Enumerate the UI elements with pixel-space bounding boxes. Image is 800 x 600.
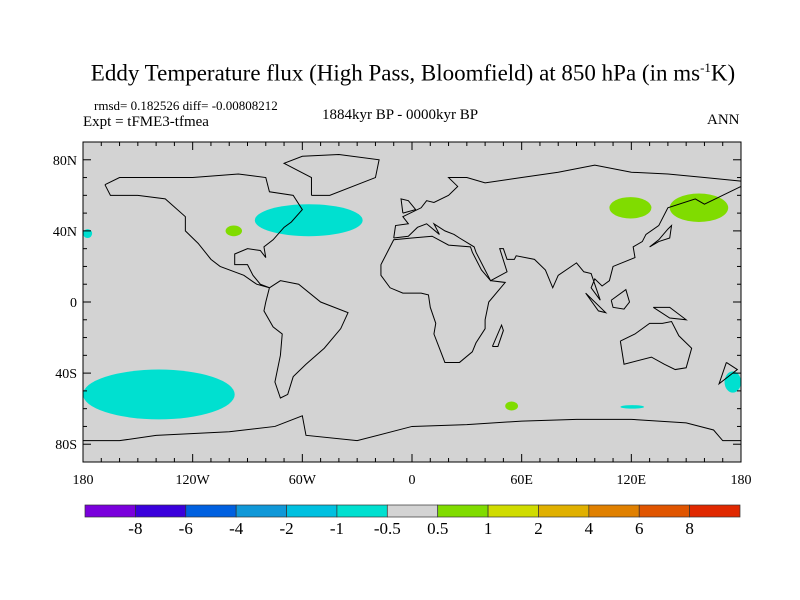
colorbar-label: 8 bbox=[685, 519, 694, 538]
colorbar-label: 0.5 bbox=[427, 519, 448, 538]
coastline bbox=[585, 292, 608, 314]
colorbar: -8 -6 -4 -2 -1 -0.5 0.5 1 2 4 6 8 bbox=[84, 504, 741, 538]
coastline bbox=[649, 224, 673, 248]
coastline bbox=[610, 288, 631, 310]
title-text: Eddy Temperature flux (High Pass, Bloomf… bbox=[90, 60, 701, 86]
colorbar-swatch bbox=[588, 504, 640, 518]
coastline bbox=[393, 164, 742, 239]
coastline bbox=[491, 323, 504, 347]
colorbar-label: -2 bbox=[279, 519, 293, 538]
colorbar-label: -4 bbox=[229, 519, 244, 538]
stats-label: rmsd= 0.182526 diff= -0.00808212 bbox=[94, 98, 278, 113]
colorbar-swatch bbox=[336, 504, 388, 518]
coastline bbox=[652, 306, 688, 321]
colorbar-swatch bbox=[84, 504, 136, 518]
period-label: 1884kyr BP - 0000kyr BP bbox=[322, 107, 479, 123]
x-tick-label: 120E bbox=[617, 473, 647, 488]
colorbar-swatch bbox=[386, 504, 439, 518]
title-superscript: -1 bbox=[700, 60, 711, 75]
colorbar-swatch bbox=[286, 504, 338, 518]
anomaly-regions bbox=[83, 193, 742, 420]
y-tick-label: 0 bbox=[70, 296, 77, 311]
coastline bbox=[282, 153, 380, 196]
plot-title: Eddy Temperature flux (High Pass, Bloomf… bbox=[13, 60, 800, 87]
coastline bbox=[83, 415, 741, 442]
coastline bbox=[104, 173, 303, 289]
anomaly-region bbox=[620, 405, 645, 409]
coastlines bbox=[83, 153, 742, 442]
colorbar-swatch bbox=[638, 504, 690, 518]
colorbar-label: 4 bbox=[585, 519, 594, 538]
x-tick-label: 0 bbox=[409, 473, 416, 488]
coastline bbox=[263, 280, 349, 399]
y-tick-label: 80S bbox=[55, 438, 77, 453]
x-tick-label: 180 bbox=[73, 473, 94, 488]
x-tick-label: 120W bbox=[176, 473, 211, 488]
anomaly-region bbox=[669, 193, 729, 222]
coastline bbox=[400, 198, 417, 214]
colorbar-swatch bbox=[235, 504, 287, 518]
coastline bbox=[619, 320, 693, 371]
anomaly-region bbox=[254, 204, 363, 237]
y-tick-label: 80N bbox=[53, 154, 77, 169]
coastline bbox=[393, 185, 742, 301]
colorbar-swatch bbox=[538, 504, 590, 518]
coastline bbox=[380, 235, 507, 363]
x-tick-label: 60W bbox=[289, 473, 317, 488]
colorbar-swatch bbox=[437, 504, 489, 518]
colorbar-label: -1 bbox=[330, 519, 344, 538]
colorbar-swatch bbox=[135, 504, 187, 518]
colorbar-swatch bbox=[487, 504, 539, 518]
x-tick-label: 180 bbox=[731, 473, 752, 488]
colorbar-swatch bbox=[689, 504, 741, 518]
experiment-label: Expt = tFME3-tfmea bbox=[83, 114, 209, 130]
anomaly-region bbox=[505, 401, 519, 411]
y-tick-label: 40N bbox=[53, 225, 77, 240]
coastline bbox=[718, 362, 739, 386]
colorbar-swatch bbox=[185, 504, 237, 518]
colorbar-label: 6 bbox=[635, 519, 644, 538]
anomaly-region bbox=[83, 369, 235, 420]
anomaly-region bbox=[609, 197, 652, 219]
y-tick-label: 40S bbox=[55, 367, 77, 382]
colorbar-label: 1 bbox=[484, 519, 493, 538]
colorbar-label: -0.5 bbox=[374, 519, 401, 538]
title-tail: K) bbox=[710, 60, 736, 86]
colorbar-label: -8 bbox=[128, 519, 142, 538]
anomaly-region bbox=[724, 371, 742, 393]
axis-ticks: 180 120W 60W 0 60E 120E 180 80N 40N 0 40S 80S bbox=[53, 141, 752, 488]
colorbar-label: 2 bbox=[534, 519, 543, 538]
season-label: ANN bbox=[707, 112, 740, 128]
anomaly-region bbox=[225, 225, 243, 237]
x-tick-label: 60E bbox=[510, 473, 533, 488]
colorbar-label: -6 bbox=[179, 519, 193, 538]
